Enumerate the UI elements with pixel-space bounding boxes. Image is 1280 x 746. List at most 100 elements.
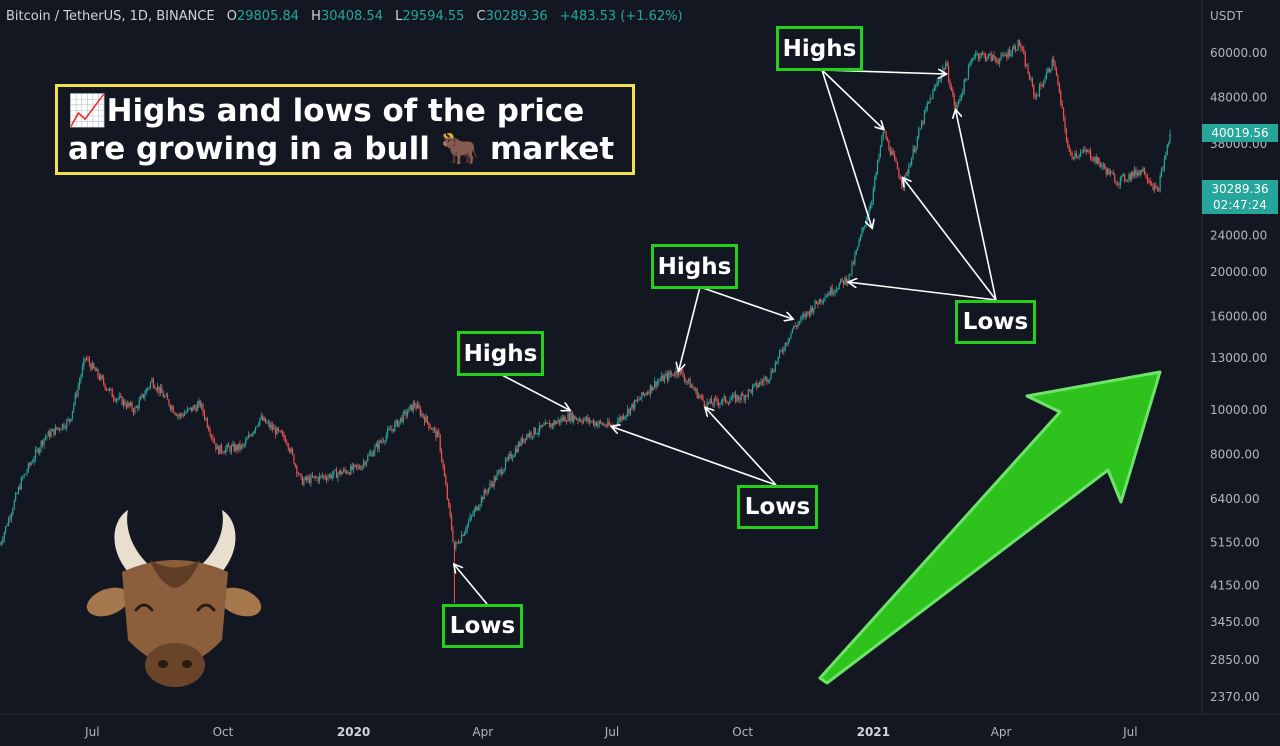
candle-body	[192, 406, 194, 411]
candle-body	[1018, 40, 1021, 46]
candle-body	[984, 54, 987, 60]
candle-body	[740, 393, 742, 400]
candle-body	[266, 422, 268, 424]
candle-body	[1080, 152, 1082, 156]
candle-body	[402, 412, 404, 423]
candle-body	[551, 423, 553, 426]
candle-body	[1055, 70, 1058, 76]
candle-body	[1146, 177, 1148, 181]
candle-body	[648, 392, 650, 394]
candle-body	[323, 476, 325, 477]
candle-body	[111, 389, 113, 398]
lows-label-2: Lows	[737, 485, 818, 529]
candle-body	[218, 446, 220, 454]
candle-body	[273, 427, 275, 430]
candle-body	[754, 382, 757, 385]
candle-body	[571, 412, 573, 422]
candle-body	[1101, 165, 1103, 168]
price-tick-label: 2370.00	[1210, 690, 1260, 704]
candle-body	[459, 542, 461, 544]
candle-body	[300, 473, 302, 477]
candle-body	[827, 293, 829, 297]
candle-body	[1060, 91, 1062, 104]
candle-body	[922, 121, 924, 124]
candle-body	[206, 418, 208, 427]
price-axis[interactable]: USDT60000.0048000.0038000.0030000.002400…	[1201, 0, 1267, 714]
candle-body	[232, 444, 234, 446]
candle-body	[199, 400, 201, 407]
candle-body	[632, 403, 634, 409]
candle-body	[794, 325, 796, 327]
candle-body	[230, 445, 233, 452]
candle-body	[663, 376, 666, 382]
candle-body	[634, 399, 636, 409]
candle-body	[898, 169, 900, 177]
candle-body	[86, 358, 88, 360]
candle-body	[847, 280, 849, 284]
candle-body	[732, 394, 734, 399]
candle-body	[186, 408, 189, 413]
candle-body	[962, 92, 964, 95]
price-tick-label: 3450.00	[1210, 615, 1260, 629]
candle-body	[499, 469, 501, 472]
candle-body	[159, 387, 162, 393]
candle-body	[479, 504, 481, 508]
candle-body	[668, 372, 670, 380]
candle-body	[986, 58, 988, 60]
candle-body	[335, 469, 338, 479]
candle-body	[787, 340, 789, 345]
annotation-arrow	[821, 69, 872, 227]
candle-body	[270, 425, 272, 428]
candle-body	[774, 362, 776, 371]
candle-body	[233, 444, 235, 451]
candle-body	[1082, 149, 1085, 152]
candle-body	[895, 158, 897, 163]
candle-body	[764, 376, 766, 379]
candle-body	[625, 414, 627, 417]
time-axis[interactable]: Jul Oct 2020 Apr Jul Oct 2021 Apr Jul	[0, 713, 1280, 739]
candle-body	[682, 371, 684, 377]
candle-body	[23, 474, 25, 478]
bull-icon	[86, 510, 262, 687]
candle-body	[1028, 73, 1031, 80]
candle-body	[1040, 84, 1042, 86]
candle-body	[773, 370, 775, 373]
annotation-arrow	[706, 408, 777, 486]
candle-body	[482, 497, 484, 500]
candle-body	[1053, 59, 1055, 63]
candle-body	[345, 470, 348, 474]
candle-body	[210, 435, 213, 437]
bar-countdown: 02:47:24	[1213, 198, 1267, 212]
candle-body	[512, 457, 514, 459]
candle-body	[415, 405, 417, 409]
candle-body	[681, 369, 683, 372]
candle-body	[196, 403, 198, 411]
candle-body	[720, 402, 722, 404]
candle-body	[453, 541, 455, 549]
candle-body	[935, 85, 937, 88]
candle-body	[661, 375, 663, 380]
candle-body	[942, 68, 944, 74]
candle-body	[575, 419, 578, 420]
candle-body	[286, 442, 288, 444]
candle-body	[100, 375, 102, 380]
candle-body	[1016, 50, 1018, 51]
candle-body	[1009, 49, 1011, 57]
symbol-name[interactable]: Bitcoin / TetherUS, 1D, BINANCE	[6, 9, 215, 24]
candle-body	[16, 493, 18, 495]
candle-body	[169, 405, 171, 409]
candle-body	[514, 448, 517, 456]
candle-body	[405, 411, 407, 416]
candle-body	[475, 506, 477, 510]
candle-body	[849, 273, 852, 275]
candle-body	[936, 82, 938, 86]
candle-body	[871, 201, 873, 206]
candle-body	[776, 362, 778, 364]
candle-body	[639, 398, 642, 400]
candle-body	[284, 438, 287, 443]
big-up-arrow	[818, 370, 1162, 685]
candle-body	[1116, 183, 1119, 185]
candle-body	[793, 325, 795, 330]
candle-body	[362, 462, 365, 466]
